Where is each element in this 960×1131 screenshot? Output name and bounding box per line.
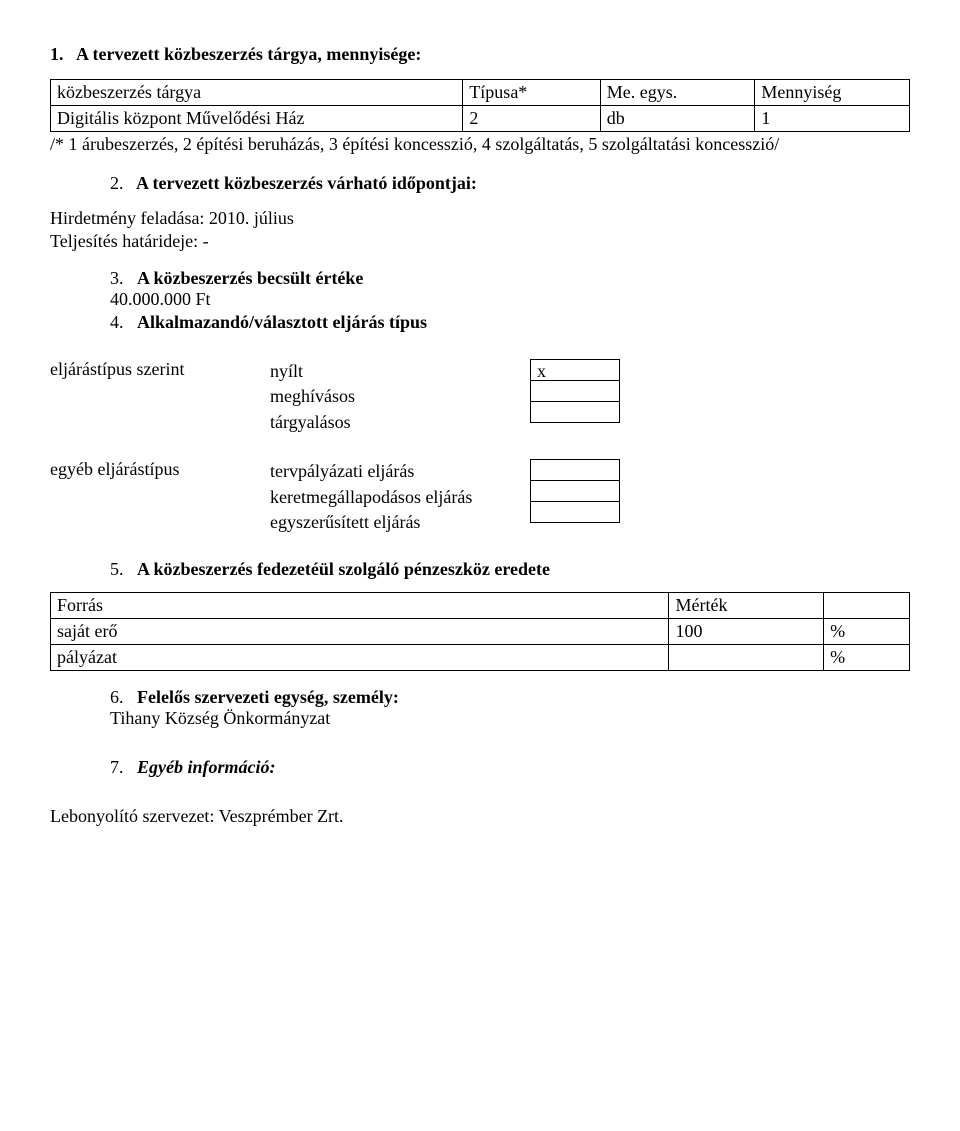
procedure-mark-box bbox=[530, 380, 620, 402]
subject-table-header-row: közbeszerzés tárgya Típusa* Me. egys. Me… bbox=[51, 80, 910, 106]
section-5-title: A közbeszerzés fedezetéül szolgáló pénze… bbox=[137, 559, 550, 579]
section-6-heading: 6. Felelős szervezeti egység, személy: bbox=[110, 687, 910, 708]
subject-table-c3: db bbox=[600, 106, 755, 132]
subject-table-h3: Me. egys. bbox=[600, 80, 755, 106]
subject-table: közbeszerzés tárgya Típusa* Me. egys. Me… bbox=[50, 79, 910, 132]
funding-r2c1: pályázat bbox=[51, 645, 669, 671]
procedure-option: meghívásos bbox=[270, 384, 530, 409]
procedure-group-1-options: nyílt meghívásos tárgyalásos bbox=[270, 359, 530, 435]
subject-table-row: Digitális központ Művelődési Ház 2 db 1 bbox=[51, 106, 910, 132]
section-1-title: A tervezett közbeszerzés tárgya, mennyis… bbox=[76, 44, 421, 64]
responsible-entity: Tihany Község Önkormányzat bbox=[110, 708, 910, 729]
procedure-group-2-options: tervpályázati eljárás keretmegállapodáso… bbox=[270, 459, 530, 535]
section-2-title: A tervezett közbeszerzés várható időpont… bbox=[136, 173, 477, 193]
section-3-title: A közbeszerzés becsült értéke bbox=[137, 268, 363, 288]
section-3-num: 3. bbox=[110, 268, 124, 288]
procedure-mark-box bbox=[530, 401, 620, 423]
subject-table-h1: közbeszerzés tárgya bbox=[51, 80, 463, 106]
funding-r1c3: % bbox=[824, 619, 910, 645]
procedure-mark-box bbox=[530, 501, 620, 523]
procedure-group-1: eljárástípus szerint nyílt meghívásos tá… bbox=[50, 359, 910, 435]
section-1-heading: 1. A tervezett közbeszerzés tárgya, menn… bbox=[50, 44, 910, 65]
procedure-mark-box bbox=[530, 459, 620, 481]
procedure-option: egyszerűsített eljárás bbox=[270, 510, 530, 535]
funding-table-row: pályázat % bbox=[51, 645, 910, 671]
section-3-heading: 3. A közbeszerzés becsült értéke bbox=[110, 268, 910, 289]
section-6-num: 6. bbox=[110, 687, 124, 707]
subject-table-h2: Típusa* bbox=[463, 80, 600, 106]
funding-r1c2: 100 bbox=[669, 619, 824, 645]
section-2-num: 2. bbox=[110, 173, 124, 193]
funding-r2c3: % bbox=[824, 645, 910, 671]
other-info-value: Lebonyolító szervezet: Veszprémber Zrt. bbox=[50, 806, 910, 827]
section-4-num: 4. bbox=[110, 312, 124, 332]
procedure-group-2: egyéb eljárástípus tervpályázati eljárás… bbox=[50, 459, 910, 535]
funding-h2: Mérték bbox=[669, 593, 824, 619]
subject-table-h4: Mennyiség bbox=[755, 80, 910, 106]
completion-deadline: Teljesítés határideje: - bbox=[50, 231, 910, 252]
procedure-group-2-boxes bbox=[530, 459, 620, 523]
subject-table-c4: 1 bbox=[755, 106, 910, 132]
section-7-heading: 7. Egyéb információ: bbox=[110, 757, 910, 778]
procedure-option: tervpályázati eljárás bbox=[270, 459, 530, 484]
procedure-mark-box: x bbox=[530, 359, 620, 381]
funding-table: Forrás Mérték saját erő 100 % pályázat % bbox=[50, 592, 910, 671]
procedure-option: keretmegállapodásos eljárás bbox=[270, 485, 530, 510]
section-2-heading: 2. A tervezett közbeszerzés várható időp… bbox=[110, 173, 910, 194]
section-5-heading: 5. A közbeszerzés fedezetéül szolgáló pé… bbox=[110, 559, 910, 580]
section-5-num: 5. bbox=[110, 559, 124, 579]
section-4-title: Alkalmazandó/választott eljárás típus bbox=[137, 312, 427, 332]
section-7-title: Egyéb információ: bbox=[137, 757, 275, 777]
subject-table-c2: 2 bbox=[463, 106, 600, 132]
funding-h3 bbox=[824, 593, 910, 619]
announcement-date: Hirdetmény feladása: 2010. július bbox=[50, 208, 910, 229]
procedure-option: tárgyalásos bbox=[270, 410, 530, 435]
type-legend-note: /* 1 árubeszerzés, 2 építési beruházás, … bbox=[50, 134, 910, 155]
section-6-title: Felelős szervezeti egység, személy: bbox=[137, 687, 399, 707]
funding-table-row: saját erő 100 % bbox=[51, 619, 910, 645]
funding-h1: Forrás bbox=[51, 593, 669, 619]
funding-r1c1: saját erő bbox=[51, 619, 669, 645]
procedure-group-1-label: eljárástípus szerint bbox=[50, 359, 270, 380]
funding-table-header-row: Forrás Mérték bbox=[51, 593, 910, 619]
procedure-group-1-boxes: x bbox=[530, 359, 620, 423]
section-4-heading: 4. Alkalmazandó/választott eljárás típus bbox=[110, 312, 910, 333]
estimated-value: 40.000.000 Ft bbox=[110, 289, 910, 310]
procedure-option: nyílt bbox=[270, 359, 530, 384]
section-7-num: 7. bbox=[110, 757, 124, 777]
procedure-mark-box bbox=[530, 480, 620, 502]
funding-r2c2 bbox=[669, 645, 824, 671]
subject-table-c1: Digitális központ Művelődési Ház bbox=[51, 106, 463, 132]
procedure-group-2-label: egyéb eljárástípus bbox=[50, 459, 270, 480]
section-1-num: 1. bbox=[50, 44, 64, 64]
